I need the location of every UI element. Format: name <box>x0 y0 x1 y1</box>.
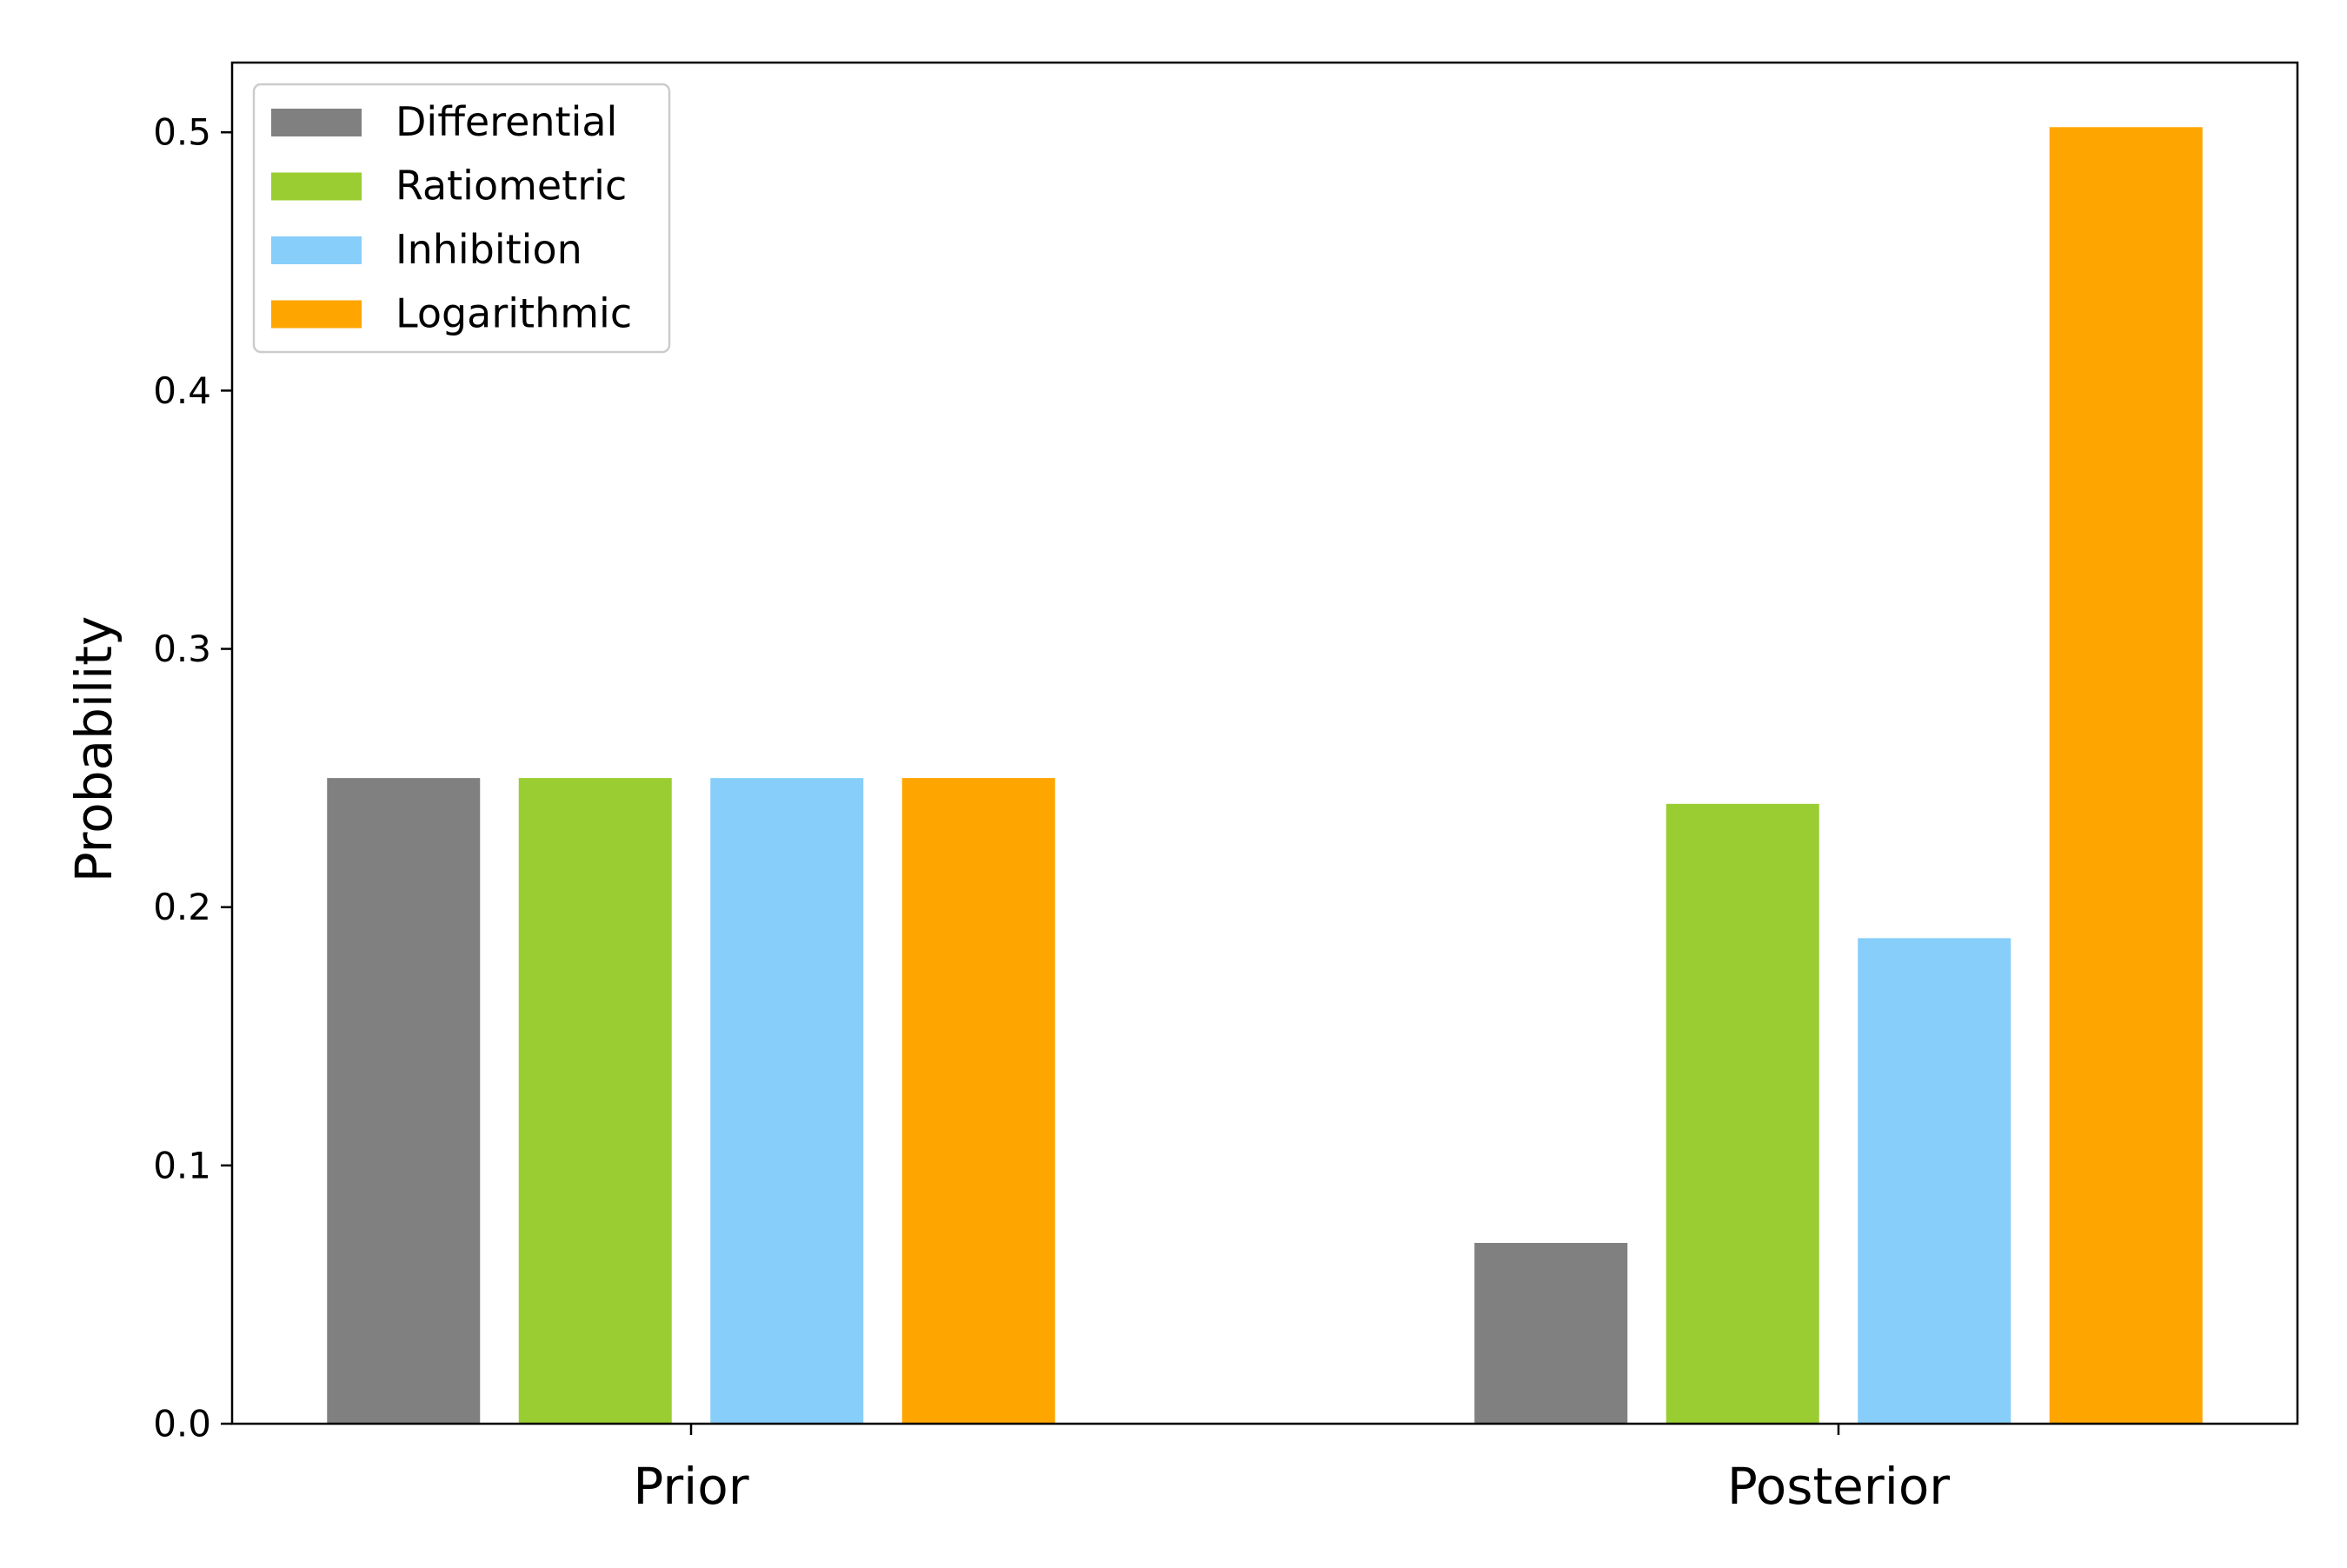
y-tick-label: 0.2 <box>153 886 211 928</box>
x-axis: Prior Posterior <box>633 1424 1950 1516</box>
bar-differential-posterior <box>1474 1242 1628 1424</box>
bar-differential-prior <box>327 778 481 1424</box>
y-tick-label: 0.3 <box>153 628 211 670</box>
bars-layer <box>327 127 2203 1424</box>
legend-frame <box>252 83 671 354</box>
x-tick-label-posterior: Posterior <box>1727 1457 1950 1516</box>
bar-logarithmic-posterior <box>2049 127 2203 1424</box>
legend-swatch-ratiometric <box>271 172 362 201</box>
bar-ratiometric-posterior <box>1666 803 1819 1424</box>
y-tick-label: 0.0 <box>153 1403 211 1445</box>
legend-swatch-inhibition <box>271 236 362 264</box>
x-tick-label-prior: Prior <box>633 1457 748 1516</box>
bar-inhibition-posterior <box>1858 938 2011 1424</box>
legend-swatch-differential <box>271 109 362 136</box>
y-tick-label: 0.5 <box>153 111 211 154</box>
y-axis: 0.0 0.1 0.2 0.3 0.4 0.5 <box>153 111 232 1445</box>
legend-label-differential: Differential <box>396 98 617 145</box>
legend-label-logarithmic: Logarithmic <box>396 290 632 337</box>
legend-swatch-logarithmic <box>271 300 362 329</box>
legend-label-inhibition: Inhibition <box>396 226 582 273</box>
y-tick-label: 0.4 <box>153 369 211 412</box>
plot-frame <box>230 61 2299 1425</box>
bar-inhibition-prior <box>710 778 864 1424</box>
bar-ratiometric-prior <box>518 778 672 1424</box>
legend: Differential Ratiometric Inhibition Logarit… <box>252 83 671 354</box>
legend-label-ratiometric: Ratiometric <box>396 163 627 209</box>
y-axis-label: Probability <box>64 616 123 883</box>
y-tick-label: 0.1 <box>153 1144 211 1186</box>
bar-logarithmic-prior <box>901 778 1055 1424</box>
